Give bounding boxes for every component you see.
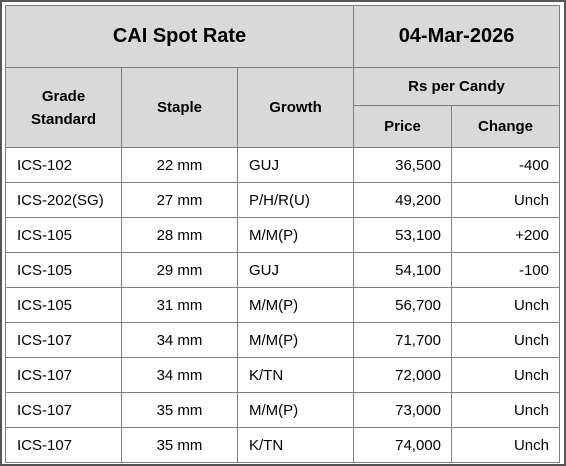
grade-cell: ICS-107 xyxy=(5,322,122,358)
price-cell: 49,200 xyxy=(353,182,452,218)
table-title: CAI Spot Rate xyxy=(5,5,354,68)
change-cell: +200 xyxy=(451,217,560,253)
grade-cell: ICS-202(SG) xyxy=(5,182,122,218)
staple-cell: 27 mm xyxy=(121,182,238,218)
staple-cell: 22 mm xyxy=(121,147,238,183)
table-row: ICS-102 22 mm GUJ 36,500 -400 xyxy=(5,147,560,183)
staple-cell: 31 mm xyxy=(121,287,238,323)
price-cell: 54,100 xyxy=(353,252,452,288)
header-row-1: Grade Standard Staple Growth Rs per Cand… xyxy=(5,67,560,148)
grade-standard-label: Grade Standard xyxy=(30,87,96,128)
rate-date: 04-Mar-2026 xyxy=(353,5,560,68)
growth-header: Growth xyxy=(237,67,354,148)
price-cell: 56,700 xyxy=(353,287,452,323)
growth-cell: M/M(P) xyxy=(237,392,354,428)
growth-cell: GUJ xyxy=(237,147,354,183)
price-cell: 74,000 xyxy=(353,427,452,463)
price-cell: 71,700 xyxy=(353,322,452,358)
staple-cell: 34 mm xyxy=(121,322,238,358)
growth-cell: GUJ xyxy=(237,252,354,288)
price-cell: 36,500 xyxy=(353,147,452,183)
grade-cell: ICS-107 xyxy=(5,392,122,428)
table-row: ICS-202(SG) 27 mm P/H/R(U) 49,200 Unch xyxy=(5,182,560,218)
table-row: ICS-107 34 mm K/TN 72,000 Unch xyxy=(5,357,560,393)
price-cell: 53,100 xyxy=(353,217,452,253)
staple-cell: 35 mm xyxy=(121,427,238,463)
growth-cell: K/TN xyxy=(237,427,354,463)
grade-cell: ICS-107 xyxy=(5,357,122,393)
staple-cell: 28 mm xyxy=(121,217,238,253)
grade-cell: ICS-107 xyxy=(5,427,122,463)
growth-cell: K/TN xyxy=(237,357,354,393)
table-row: ICS-107 34 mm M/M(P) 71,700 Unch xyxy=(5,322,560,358)
grade-standard-header: Grade Standard xyxy=(5,67,122,148)
growth-cell: M/M(P) xyxy=(237,217,354,253)
growth-cell: M/M(P) xyxy=(237,287,354,323)
table-row: ICS-107 35 mm K/TN 74,000 Unch xyxy=(5,427,560,463)
table-row: ICS-105 29 mm GUJ 54,100 -100 xyxy=(5,252,560,288)
change-cell: Unch xyxy=(451,287,560,323)
staple-header: Staple xyxy=(121,67,238,148)
header-row-2: Price Change xyxy=(6,105,560,148)
change-cell: -100 xyxy=(451,252,560,288)
grade-cell: ICS-105 xyxy=(5,287,122,323)
table-row: ICS-105 31 mm M/M(P) 56,700 Unch xyxy=(5,287,560,323)
price-header: Price xyxy=(353,105,452,148)
table-body: ICS-102 22 mm GUJ 36,500 -400 ICS-202(SG) 27 m… xyxy=(5,147,560,463)
staple-cell: 29 mm xyxy=(121,252,238,288)
change-header: Change xyxy=(451,105,560,148)
change-cell: -400 xyxy=(451,147,560,183)
change-cell: Unch xyxy=(451,182,560,218)
growth-cell: P/H/R(U) xyxy=(237,182,354,218)
price-cell: 72,000 xyxy=(353,357,452,393)
change-cell: Unch xyxy=(451,357,560,393)
grade-cell: ICS-102 xyxy=(5,147,122,183)
title-row: CAI Spot Rate 04-Mar-2026 xyxy=(5,5,560,68)
staple-cell: 35 mm xyxy=(121,392,238,428)
table-row: ICS-107 35 mm M/M(P) 73,000 Unch xyxy=(5,392,560,428)
grade-cell: ICS-105 xyxy=(5,217,122,253)
grade-cell: ICS-105 xyxy=(5,252,122,288)
price-cell: 73,000 xyxy=(353,392,452,428)
spot-rate-table: CAI Spot Rate 04-Mar-2026 Grade Standard… xyxy=(5,5,560,463)
table-row: ICS-105 28 mm M/M(P) 53,100 +200 xyxy=(5,217,560,253)
change-cell: Unch xyxy=(451,427,560,463)
staple-cell: 34 mm xyxy=(121,357,238,393)
change-cell: Unch xyxy=(451,322,560,358)
growth-cell: M/M(P) xyxy=(237,322,354,358)
rs-per-candy-header: Rs per Candy xyxy=(353,67,560,106)
change-cell: Unch xyxy=(451,392,560,428)
